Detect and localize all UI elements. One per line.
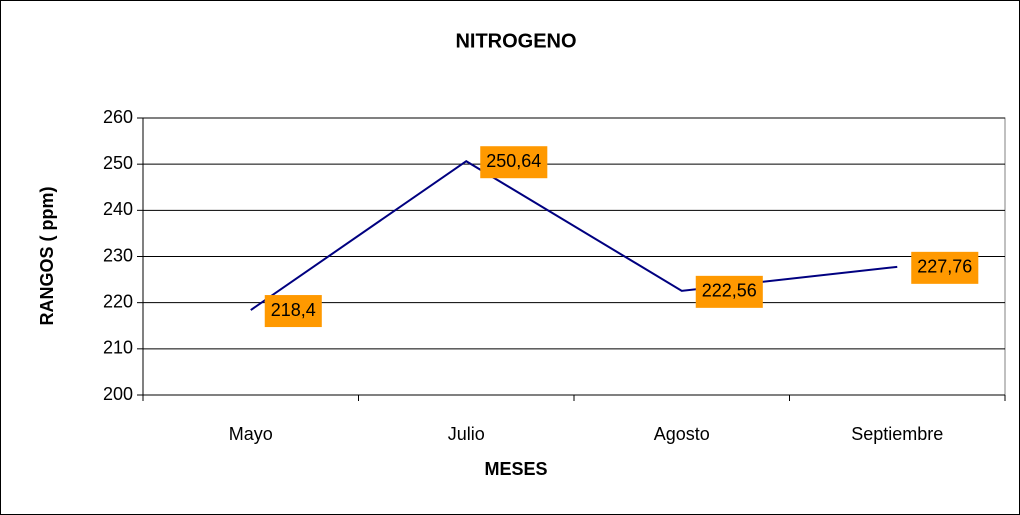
y-tick-label: 250	[103, 153, 133, 173]
y-tick-label: 220	[103, 291, 133, 311]
y-tick-label: 230	[103, 245, 133, 265]
y-tick-label: 210	[103, 338, 133, 358]
y-tick-label: 260	[103, 107, 133, 127]
data-label-box	[480, 146, 548, 179]
y-tick-label: 240	[103, 199, 133, 219]
data-line	[250, 160, 898, 311]
chart-title: NITROGENO	[455, 30, 576, 52]
y-tick-label: 200	[103, 384, 133, 404]
data-label-box	[911, 251, 979, 284]
data-label: 227,76	[917, 257, 972, 277]
data-label: 218,4	[271, 300, 316, 320]
y-axis-title: RANGOS ( ppm)	[37, 187, 57, 326]
data-label-box	[695, 275, 763, 308]
x-tick-label: Agosto	[654, 424, 710, 444]
x-axis-title: MESES	[484, 459, 547, 479]
x-tick-label: Julio	[448, 424, 485, 444]
data-label: 222,56	[702, 281, 757, 301]
x-tick-label: Mayo	[229, 424, 273, 444]
x-tick-label: Septiembre	[851, 424, 943, 444]
data-label: 250,64	[486, 151, 541, 171]
data-label-box	[264, 295, 322, 328]
